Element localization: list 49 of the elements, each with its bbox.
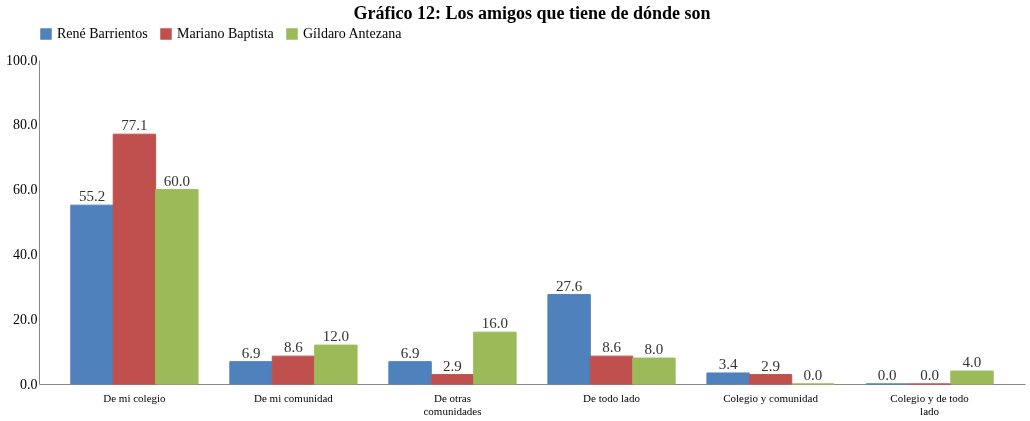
bar (589, 355, 634, 385)
bar (229, 361, 273, 385)
bar (388, 361, 432, 385)
data-label: 55.2 (78, 188, 106, 205)
legend-label: Gíldaro Antezana (303, 26, 403, 41)
data-label: 0.0 (803, 367, 823, 383)
bar (706, 372, 750, 385)
x-tick-label: Colegio y de todo lado (890, 391, 970, 417)
bar (632, 357, 676, 385)
x-tick-label: Colegio y comunidad (723, 391, 819, 404)
data-label: 27.6 (555, 277, 583, 294)
data-label: 6.9 (241, 344, 261, 361)
bar (748, 374, 793, 385)
data-label: 77.1 (121, 117, 148, 134)
x-tick-label: De mi colegio (103, 391, 167, 404)
data-label: 4.0 (962, 354, 982, 371)
bar (950, 370, 994, 385)
bar (70, 204, 114, 385)
data-label: 0.0 (920, 367, 939, 383)
data-label: 8.6 (284, 339, 304, 356)
data-label: 2.9 (443, 357, 462, 374)
bar (314, 344, 358, 385)
y-tick-label: 20.0 (13, 311, 38, 327)
bar (271, 355, 316, 385)
bar (112, 133, 157, 385)
data-label: 8.0 (644, 341, 664, 358)
data-label: 12.0 (322, 328, 349, 345)
x-tick-label: De otras comunidades (423, 391, 482, 417)
x-tick-label: De mi comunidad (254, 391, 334, 404)
chart-title: Gráfico 12: Los amigos que tiene de dónde son (353, 3, 711, 23)
bar (430, 374, 475, 385)
bar (473, 331, 517, 385)
bar (547, 294, 591, 385)
y-tick-label: 40.0 (13, 246, 38, 262)
x-tick-label: De todo lado (583, 391, 641, 404)
y-tick-label: 60.0 (13, 182, 38, 198)
data-label: 60.0 (163, 172, 190, 189)
data-label: 8.6 (602, 339, 622, 356)
legend-label: René Barrientos (57, 26, 148, 41)
data-label: 16.0 (481, 315, 509, 332)
y-tick-label: 0.0 (20, 376, 38, 392)
y-tick-label: 100.0 (6, 52, 38, 68)
legend-label: Mariano Baptista (177, 26, 275, 41)
data-label: 6.9 (400, 344, 420, 361)
bar (155, 189, 199, 385)
data-label: 0.0 (877, 367, 897, 383)
data-label: 3.4 (718, 355, 739, 372)
data-label: 2.9 (761, 357, 780, 374)
y-tick-label: 80.0 (13, 117, 38, 133)
